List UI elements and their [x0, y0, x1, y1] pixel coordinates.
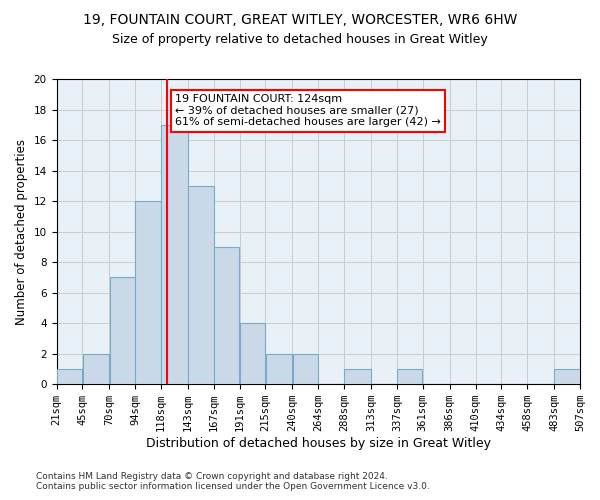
Text: 19, FOUNTAIN COURT, GREAT WITLEY, WORCESTER, WR6 6HW: 19, FOUNTAIN COURT, GREAT WITLEY, WORCES… [83, 12, 517, 26]
Bar [554, 369, 580, 384]
Bar [214, 247, 239, 384]
X-axis label: Distribution of detached houses by size in Great Witley: Distribution of detached houses by size … [146, 437, 491, 450]
Bar [83, 354, 109, 384]
Bar [293, 354, 318, 384]
Bar [240, 323, 265, 384]
Bar [136, 201, 161, 384]
Text: 19 FOUNTAIN COURT: 124sqm
← 39% of detached houses are smaller (27)
61% of semi-: 19 FOUNTAIN COURT: 124sqm ← 39% of detac… [175, 94, 441, 128]
Text: Size of property relative to detached houses in Great Witley: Size of property relative to detached ho… [112, 32, 488, 46]
Bar [57, 369, 82, 384]
Bar [188, 186, 214, 384]
Bar [161, 125, 188, 384]
Y-axis label: Number of detached properties: Number of detached properties [15, 138, 28, 324]
Text: Contains public sector information licensed under the Open Government Licence v3: Contains public sector information licen… [36, 482, 430, 491]
Text: Contains HM Land Registry data © Crown copyright and database right 2024.: Contains HM Land Registry data © Crown c… [36, 472, 388, 481]
Bar [266, 354, 292, 384]
Bar [344, 369, 371, 384]
Bar [110, 278, 135, 384]
Bar [397, 369, 422, 384]
